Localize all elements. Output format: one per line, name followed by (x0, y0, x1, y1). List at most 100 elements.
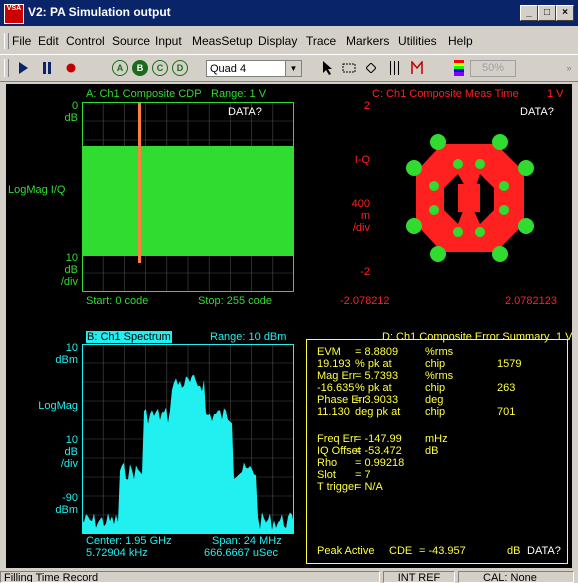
trace-a-stop[interactable]: Stop: 255 code (198, 295, 273, 307)
color-scale-button[interactable] (452, 59, 466, 77)
status-ref[interactable]: INT REF (383, 571, 455, 583)
trace-b-y-scale-div: /div (60, 458, 78, 470)
error-row-name: Phase Err (317, 394, 366, 406)
trace-b-frame (82, 344, 294, 534)
title-bar[interactable]: VSA V2: PA Simulation output _ □ × (0, 0, 578, 26)
trace-a-y-format[interactable]: LogMag I/Q (8, 184, 66, 196)
trace-c-data-flag: DATA? (520, 106, 554, 118)
trace-a-marker[interactable] (138, 103, 141, 263)
layout-select-value: Quad 4 (210, 63, 247, 75)
trace-b-y-bottom: -90 (62, 492, 78, 504)
play-button[interactable] (14, 59, 32, 77)
error-row-value: = 0.99218 (355, 457, 405, 469)
peak-value: = -43.957 (419, 545, 466, 557)
error-row-value: % pk at (355, 358, 392, 370)
menu-trace[interactable]: Trace (306, 34, 337, 48)
menu-help[interactable]: Help (448, 34, 473, 48)
menu-control[interactable]: Control (66, 34, 105, 48)
layout-select[interactable]: Quad 4 ▼ (206, 60, 302, 77)
trace-b-header[interactable]: B: Ch1 Spectrum (86, 331, 172, 343)
minimize-button[interactable]: _ (520, 5, 538, 21)
trace-b-span[interactable]: Span: 24 MHz (212, 535, 282, 547)
minimize-icon: _ (526, 7, 532, 18)
peak-marker-button[interactable] (408, 59, 426, 77)
trace-c-y-scale: 400 (351, 198, 370, 210)
error-row-unit: deg (425, 394, 444, 406)
error-row-value: = -147.99 (355, 433, 402, 445)
error-row-unit: chip (425, 358, 446, 370)
error-row-name: EVM (317, 346, 341, 358)
trace-c-plot[interactable] (372, 102, 568, 292)
trace-b-center[interactable]: Center: 1.95 GHz (86, 535, 172, 547)
menu-file[interactable]: File (12, 34, 32, 48)
error-row-name: Mag Err (317, 370, 357, 382)
menu-meassetup[interactable]: MeasSetup (192, 34, 253, 48)
menu-utilities[interactable]: Utilities (398, 34, 437, 48)
dashed-box-icon (342, 63, 356, 73)
peak-name: CDE (389, 545, 413, 557)
arrow-pointer-icon (323, 61, 332, 76)
trace-a-data-flag: DATA? (228, 106, 262, 118)
trace-c-y-top: 2 (363, 100, 370, 112)
trace-c-header[interactable]: C: Ch1 Composite Meas Time (372, 88, 519, 100)
delta-marker-button[interactable] (386, 59, 404, 77)
trace-display: A: Ch1 Composite CDP Range: 1 V 0 dB Log… (6, 84, 573, 568)
toolbar-overflow-icon[interactable]: » (566, 63, 572, 73)
trace-b-plot[interactable] (82, 344, 294, 534)
error-row-value: = -53.472 (355, 445, 402, 457)
menu-markers[interactable]: Markers (346, 34, 390, 48)
error-row-value: = 7 (355, 469, 371, 481)
pause-button[interactable] (38, 59, 56, 77)
pointer-tool-button[interactable] (318, 59, 336, 77)
diamond-icon (365, 62, 377, 74)
trace-d-header[interactable]: D: Ch1 Composite Error Summary (382, 331, 550, 343)
error-row-name: 11.130 (317, 406, 350, 418)
record-button[interactable] (62, 59, 80, 77)
trace-a-header[interactable]: A: Ch1 Composite CDP (86, 88, 202, 100)
cdp-trace (83, 146, 293, 256)
maximize-button[interactable]: □ (538, 5, 556, 21)
chevron-down-icon[interactable]: ▼ (285, 61, 301, 76)
status-message: Filling Time Record (0, 571, 380, 583)
menu-source[interactable]: Source (112, 34, 151, 48)
error-row-value: = 3.9033 (355, 394, 399, 406)
menu-input[interactable]: Input (155, 34, 182, 48)
trace-a-plot[interactable] (82, 102, 294, 292)
menubar-grip[interactable] (4, 33, 9, 49)
error-row-name: IQ Offset (317, 445, 361, 457)
trace-b-time: 666.6667 uSec (204, 547, 279, 559)
error-row-value: = 8.8809 (355, 346, 399, 358)
trace-c-button[interactable]: C (152, 60, 168, 76)
app-icon[interactable]: VSA (4, 4, 24, 24)
marker-button[interactable] (362, 59, 380, 77)
zoom-level[interactable]: 50% (470, 60, 516, 77)
trace-a-start[interactable]: Start: 0 code (86, 295, 149, 307)
menu-edit[interactable]: Edit (38, 34, 59, 48)
trace-d-button[interactable]: D (172, 60, 188, 76)
play-icon (19, 62, 28, 75)
zoom-box-button[interactable] (340, 59, 358, 77)
toolbar-grip[interactable] (4, 59, 9, 77)
trace-c-y-format[interactable]: I-Q (354, 154, 370, 166)
maximize-icon: □ (543, 7, 551, 18)
error-row-unit: chip (425, 406, 446, 418)
trace-a-y-scale: 10 (65, 252, 78, 264)
trace-c-x-left: -2.078212 (340, 295, 390, 307)
trace-a-button[interactable]: A (112, 60, 128, 76)
trace-b-y-format[interactable]: LogMag (38, 400, 78, 412)
trace-b-button[interactable]: B (132, 60, 148, 76)
close-icon: × (562, 7, 568, 18)
trace-a-range: Range: 1 V (211, 88, 267, 100)
error-row-value: % pk at (355, 382, 392, 394)
error-row-name: Freq Err (317, 433, 358, 445)
trace-a-y-top: 0 (72, 100, 79, 112)
error-row-name: Slot (317, 469, 336, 481)
close-button[interactable]: × (556, 5, 574, 21)
menu-display[interactable]: Display (258, 34, 298, 48)
status-cal[interactable]: CAL: None (458, 571, 574, 583)
error-row-extra: 701 (497, 406, 516, 418)
constellation (406, 134, 534, 262)
trace-a-y-scale-div: /div (60, 276, 78, 288)
error-summary-panel: EVM = 8.8809 %rms 19.193 % pk at chip 1579 Mag … (306, 339, 568, 564)
error-row-extra: 1579 (497, 358, 522, 370)
